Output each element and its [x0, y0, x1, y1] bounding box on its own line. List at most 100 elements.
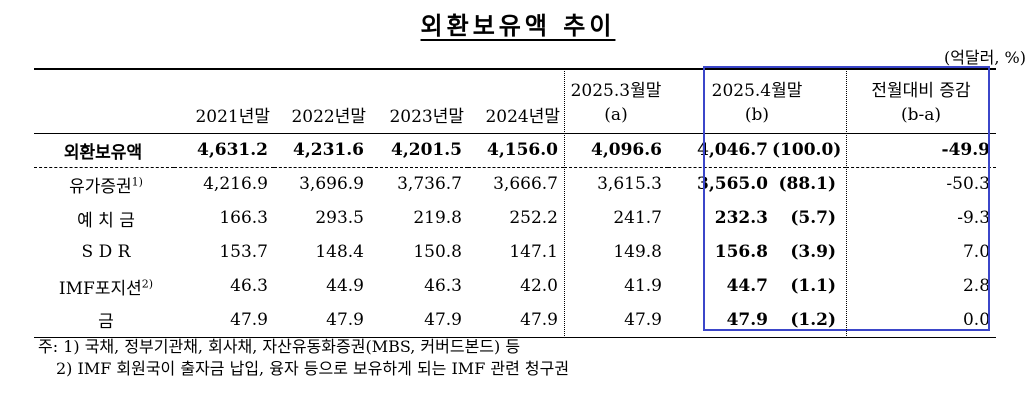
cell-2022-text: 3,696.9: [299, 174, 364, 195]
header-2025-4-line2: (b): [744, 104, 770, 125]
header-2025-3-line1: 2025.3월말: [570, 80, 662, 101]
cell-2025-4: 47.9: [668, 303, 768, 337]
cell-2022-text: 4,231.6: [293, 140, 364, 160]
cell-share: (100.0): [768, 133, 846, 167]
row-label-text: 금: [98, 312, 114, 333]
footnotes: 주: 1) 국채, 정부기관채, 회사채, 자산유동화증권(MBS, 커버드본드…: [38, 336, 569, 380]
cell-2025-3: 241.7: [564, 201, 668, 235]
cell-2025-4-text: 44.7: [726, 276, 768, 296]
cell-2023-text: 4,201.5: [391, 140, 462, 160]
header-2024: 2024년말: [485, 106, 560, 127]
row-label: 유가증권1): [34, 167, 174, 201]
cell-2025-4: 44.7: [668, 269, 768, 303]
cell-share: (88.1): [768, 167, 846, 201]
cell-diff-text: -50.3: [946, 174, 991, 195]
cell-2021: 47.9: [174, 303, 274, 337]
header-diff: 전월대비 증감 (b-a): [846, 69, 996, 133]
cell-2023: 219.8: [370, 201, 468, 235]
cell-share-text: (100.0): [772, 140, 842, 160]
header-2025-4-line1: 2025.4월말: [711, 80, 803, 101]
table-row: 외환보유액 4,631.2 4,231.6 4,201.5 4,156.0 4,096.6…: [34, 133, 997, 167]
cell-2021: 166.3: [174, 201, 274, 235]
table-row: 금 47.9 47.9 47.9 47.9 47.9 47.9 (1.2) 0.0: [34, 303, 997, 337]
cell-diff: -49.9: [846, 133, 996, 167]
header-2021: 2021년말: [195, 106, 270, 127]
cell-2024-text: 47.9: [520, 309, 558, 330]
cell-2025-4-text: 4,046.7: [697, 140, 768, 160]
cell-2024: 4,156.0: [468, 133, 564, 167]
cell-share: (1.2): [768, 303, 846, 337]
row-label-text: 외환보유액: [63, 142, 143, 163]
cell-share-text: (5.7): [790, 208, 837, 228]
unit-label: (억달러, %): [943, 48, 1026, 67]
footnote-marker: 1): [131, 175, 143, 189]
cell-2025-3-text: 47.9: [624, 309, 662, 330]
cell-diff-text: -49.9: [941, 140, 991, 160]
cell-2022-text: 47.9: [326, 309, 364, 330]
cell-2021-text: 153.7: [219, 242, 268, 262]
cell-2024: 147.1: [468, 235, 564, 269]
reserves-table: 2021년말 2022년말 2023년말 2024년말 2025.3월말 (a)…: [34, 68, 997, 338]
header-row: 2021년말 2022년말 2023년말 2024년말 2025.3월말 (a)…: [34, 69, 997, 133]
footnote-1: 주: 1) 국채, 정부기관채, 회사채, 자산유동화증권(MBS, 커버드본드…: [38, 337, 521, 356]
cell-2025-3-text: 4,096.6: [591, 140, 662, 160]
row-label: 외환보유액: [34, 133, 174, 167]
table-row: S D R 153.7 148.4 150.8 147.1 149.8 156.8 (3.9)…: [34, 235, 996, 269]
cell-2025-4: 3,565.0: [668, 167, 768, 201]
cell-2023: 46.3: [370, 269, 468, 303]
cell-2025-4-text: 232.3: [714, 208, 768, 228]
cell-2022: 4,231.6: [274, 133, 370, 167]
cell-2021: 4,631.2: [174, 133, 274, 167]
cell-2023: 150.8: [370, 235, 468, 269]
cell-2022-text: 44.9: [326, 276, 364, 296]
cell-diff: -50.3: [846, 167, 996, 201]
cell-2022: 44.9: [274, 269, 370, 303]
cell-2021-text: 4,216.9: [203, 174, 268, 195]
cell-2022-text: 148.4: [315, 242, 364, 262]
cell-2024-text: 3,666.7: [493, 174, 558, 195]
cell-2021: 153.7: [174, 235, 274, 269]
cell-2021-text: 47.9: [230, 309, 268, 330]
cell-2024: 252.2: [468, 201, 564, 235]
cell-diff-text: 0.0: [962, 309, 991, 330]
row-label-text: 유가증권: [69, 176, 132, 197]
cell-share-text: (1.1): [790, 276, 837, 296]
cell-2022-text: 293.5: [315, 208, 364, 228]
cell-2024: 47.9: [468, 303, 564, 337]
cell-diff-text: 7.0: [962, 242, 991, 262]
cell-diff: 7.0: [846, 235, 996, 269]
cell-2024-text: 252.2: [509, 208, 558, 228]
cell-2022: 148.4: [274, 235, 370, 269]
cell-2023-text: 150.8: [413, 242, 462, 262]
row-label: IMF포지션2): [34, 269, 174, 303]
column-divider: [846, 68, 848, 338]
header-2025-3: 2025.3월말 (a): [564, 69, 668, 133]
row-label-text: 예 치 금: [77, 210, 135, 231]
cell-share-text: (1.2): [790, 309, 837, 330]
cell-2025-4: 156.8: [668, 235, 768, 269]
cell-2023: 3,736.7: [370, 167, 468, 201]
cell-2024-text: 4,156.0: [487, 140, 558, 160]
cell-2022: 293.5: [274, 201, 370, 235]
cell-2023-text: 47.9: [424, 309, 462, 330]
header-diff-line1: 전월대비 증감: [871, 80, 971, 101]
cell-2025-3: 4,096.6: [564, 133, 668, 167]
cell-2025-4-text: 47.9: [726, 309, 768, 330]
column-divider: [564, 68, 565, 338]
row-label: 예 치 금: [34, 201, 174, 235]
cell-2021-text: 46.3: [230, 276, 268, 296]
cell-2025-4-text: 156.8: [714, 242, 768, 262]
table-row: 유가증권1) 4,216.9 3,696.9 3,736.7 3,666.7 3,615.…: [34, 167, 996, 201]
cell-2024-text: 147.1: [509, 242, 558, 262]
cell-share: (5.7): [768, 201, 846, 235]
cell-2025-3-text: 41.9: [624, 276, 662, 296]
page-title-text: 외환보유액 추이: [420, 11, 616, 40]
header-2025-4: 2025.4월말 (b): [668, 69, 846, 133]
cell-2021: 4,216.9: [174, 167, 274, 201]
row-label-text: IMF포지션: [58, 278, 142, 299]
cell-2025-3-text: 149.8: [613, 242, 662, 262]
row-label: S D R: [34, 235, 174, 269]
cell-share: (1.1): [768, 269, 846, 303]
cell-2023: 4,201.5: [370, 133, 468, 167]
footnote-2: 2) IMF 회원국이 출자금 납입, 융자 등으로 보유하게 되는 IMF 관…: [56, 359, 570, 378]
